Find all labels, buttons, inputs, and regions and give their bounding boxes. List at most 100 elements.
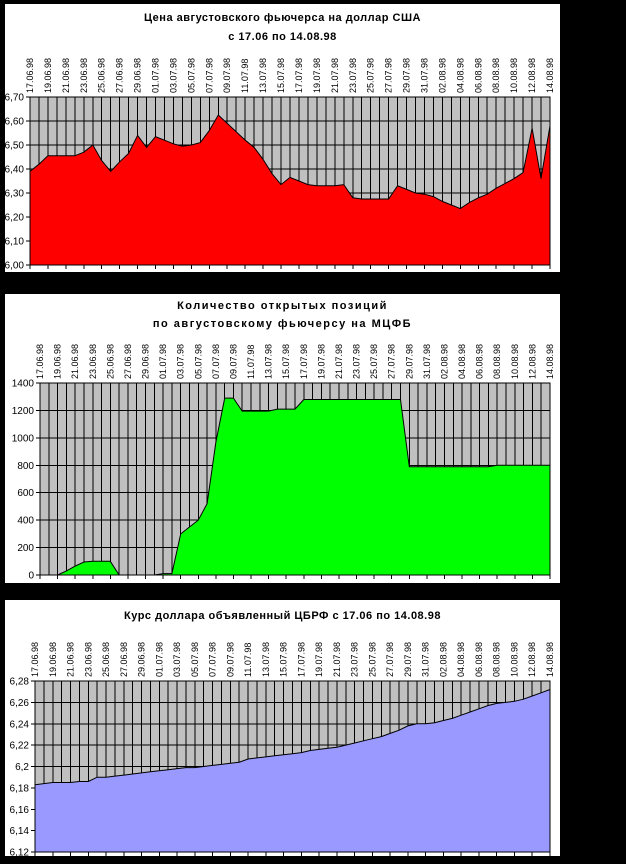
chart-canvas: 6,70 6,60 6,50 6,40 6,30 6,20 6,10 6,00 17.06.98…: [5, 58, 555, 272]
svg-text:6,50: 6,50: [5, 141, 24, 152]
svg-text:27.06.98: 27.06.98: [119, 642, 129, 677]
svg-text:06.08.98: 06.08.98: [473, 58, 483, 93]
svg-text:17.06.98: 17.06.98: [30, 642, 40, 677]
svg-text:29.07.98: 29.07.98: [403, 642, 413, 677]
svg-text:6,28: 6,28: [10, 677, 30, 688]
chart-canvas: 1400 1200 1000 800 600 400 200 0 17.06.98 19.06.9…: [12, 344, 555, 582]
svg-text:25.07.98: 25.07.98: [369, 344, 379, 379]
svg-text:17.07.98: 17.07.98: [296, 642, 306, 677]
svg-text:600: 600: [17, 488, 34, 499]
svg-text:6,14: 6,14: [10, 826, 30, 837]
svg-text:29.06.98: 29.06.98: [133, 58, 143, 93]
svg-text:27.07.98: 27.07.98: [385, 642, 395, 677]
chart-subtitle: с 17.06 по 14.08.98: [228, 31, 337, 43]
svg-text:27.07.98: 27.07.98: [384, 58, 394, 93]
svg-text:14.08.98: 14.08.98: [545, 344, 555, 379]
svg-text:6,00: 6,00: [5, 261, 24, 272]
chart-canvas: 6,28 6,26 6,24 6,22 6,2 6,18 6,16 6,14 6,12 17.06…: [10, 642, 555, 859]
svg-text:6,10: 6,10: [5, 237, 24, 248]
svg-text:21.07.98: 21.07.98: [332, 642, 342, 677]
svg-text:27.06.98: 27.06.98: [123, 344, 133, 379]
chart-title: Цена августовского фьючерса на доллар СШ…: [144, 12, 421, 24]
svg-text:06.08.98: 06.08.98: [474, 642, 484, 677]
svg-text:19.07.98: 19.07.98: [316, 344, 326, 379]
svg-text:6,2: 6,2: [15, 762, 29, 773]
svg-text:08.08.98: 08.08.98: [491, 58, 501, 93]
svg-text:04.08.98: 04.08.98: [457, 344, 467, 379]
svg-text:15.07.98: 15.07.98: [279, 642, 289, 677]
svg-text:23.07.98: 23.07.98: [348, 58, 358, 93]
svg-text:400: 400: [17, 516, 34, 527]
svg-text:10.08.98: 10.08.98: [509, 58, 519, 93]
svg-text:19.06.98: 19.06.98: [43, 58, 53, 93]
futures-price-chart-panel: Цена августовского фьючерса на доллар СШ…: [5, 4, 560, 272]
svg-text:13.07.98: 13.07.98: [258, 58, 268, 93]
chart-title: Количество открытых позиций: [177, 300, 388, 312]
svg-text:29.07.98: 29.07.98: [402, 58, 412, 93]
svg-text:23.06.98: 23.06.98: [79, 58, 89, 93]
svg-text:23.07.98: 23.07.98: [352, 344, 362, 379]
svg-text:6,40: 6,40: [5, 165, 24, 176]
svg-text:1400: 1400: [12, 379, 35, 390]
svg-text:200: 200: [17, 543, 34, 554]
open-positions-chart-panel: Количество открытых позиций по августовс…: [5, 294, 560, 583]
svg-text:6,16: 6,16: [10, 805, 30, 816]
svg-text:03.07.98: 03.07.98: [168, 58, 178, 93]
svg-text:19.07.98: 19.07.98: [314, 642, 324, 677]
svg-text:01.07.98: 01.07.98: [158, 344, 168, 379]
svg-text:25.06.98: 25.06.98: [97, 58, 107, 93]
svg-text:31.07.98: 31.07.98: [420, 58, 430, 93]
svg-text:23.06.98: 23.06.98: [83, 642, 93, 677]
svg-text:01.07.98: 01.07.98: [151, 58, 161, 93]
svg-text:6,18: 6,18: [10, 783, 30, 794]
svg-text:08.08.98: 08.08.98: [492, 344, 502, 379]
svg-text:09.07.98: 09.07.98: [222, 58, 232, 93]
svg-text:27.06.98: 27.06.98: [115, 58, 125, 93]
svg-text:06.08.98: 06.08.98: [475, 344, 485, 379]
svg-text:21.06.98: 21.06.98: [70, 344, 80, 379]
svg-text:25.06.98: 25.06.98: [101, 642, 111, 677]
svg-text:12.08.98: 12.08.98: [527, 58, 537, 93]
svg-text:23.06.98: 23.06.98: [88, 344, 98, 379]
svg-text:25.07.98: 25.07.98: [366, 58, 376, 93]
svg-text:03.07.98: 03.07.98: [172, 642, 182, 677]
svg-text:09.07.98: 09.07.98: [225, 642, 235, 677]
svg-text:21.06.98: 21.06.98: [66, 642, 76, 677]
svg-text:25.07.98: 25.07.98: [367, 642, 377, 677]
svg-text:05.07.98: 05.07.98: [186, 58, 196, 93]
svg-text:05.07.98: 05.07.98: [193, 344, 203, 379]
svg-text:11.07.98: 11.07.98: [240, 59, 250, 93]
svg-text:07.07.98: 07.07.98: [204, 58, 214, 93]
svg-text:1200: 1200: [12, 406, 35, 417]
svg-text:27.07.98: 27.07.98: [387, 344, 397, 379]
svg-text:800: 800: [17, 461, 34, 472]
svg-text:14.08.98: 14.08.98: [545, 58, 555, 93]
svg-text:6,22: 6,22: [10, 741, 30, 752]
cbrf-rate-plot-area: 6,28 6,26 6,24 6,22 6,2 6,18 6,16 6,14 6,12 17.06…: [5, 600, 560, 859]
svg-text:6,30: 6,30: [5, 189, 24, 200]
svg-text:21.06.98: 21.06.98: [61, 58, 71, 93]
svg-text:6,70: 6,70: [5, 93, 24, 104]
svg-text:21.07.98: 21.07.98: [334, 344, 344, 379]
svg-text:14.08.98: 14.08.98: [545, 642, 555, 677]
svg-text:29.06.98: 29.06.98: [137, 642, 147, 677]
svg-text:12.08.98: 12.08.98: [527, 642, 537, 677]
chart-subtitle: по августовскому фьючерсу на МЦФБ: [152, 318, 413, 330]
svg-text:6,20: 6,20: [5, 213, 24, 224]
svg-text:31.07.98: 31.07.98: [421, 642, 431, 677]
svg-text:29.07.98: 29.07.98: [404, 344, 414, 379]
svg-text:10.08.98: 10.08.98: [510, 642, 520, 677]
svg-text:0: 0: [28, 571, 34, 582]
futures-price-plot-area: 6,70 6,60 6,50 6,40 6,30 6,20 6,10 6,00 17.06.98…: [5, 4, 560, 272]
svg-text:02.08.98: 02.08.98: [440, 344, 450, 379]
svg-text:31.07.98: 31.07.98: [422, 344, 432, 379]
svg-text:05.07.98: 05.07.98: [190, 642, 200, 677]
svg-text:07.07.98: 07.07.98: [208, 642, 218, 677]
svg-text:19.07.98: 19.07.98: [312, 58, 322, 93]
svg-text:04.08.98: 04.08.98: [455, 58, 465, 93]
svg-text:03.07.98: 03.07.98: [176, 344, 186, 379]
svg-text:1000: 1000: [12, 433, 35, 444]
svg-text:01.07.98: 01.07.98: [154, 642, 164, 677]
svg-text:21.07.98: 21.07.98: [330, 58, 340, 93]
